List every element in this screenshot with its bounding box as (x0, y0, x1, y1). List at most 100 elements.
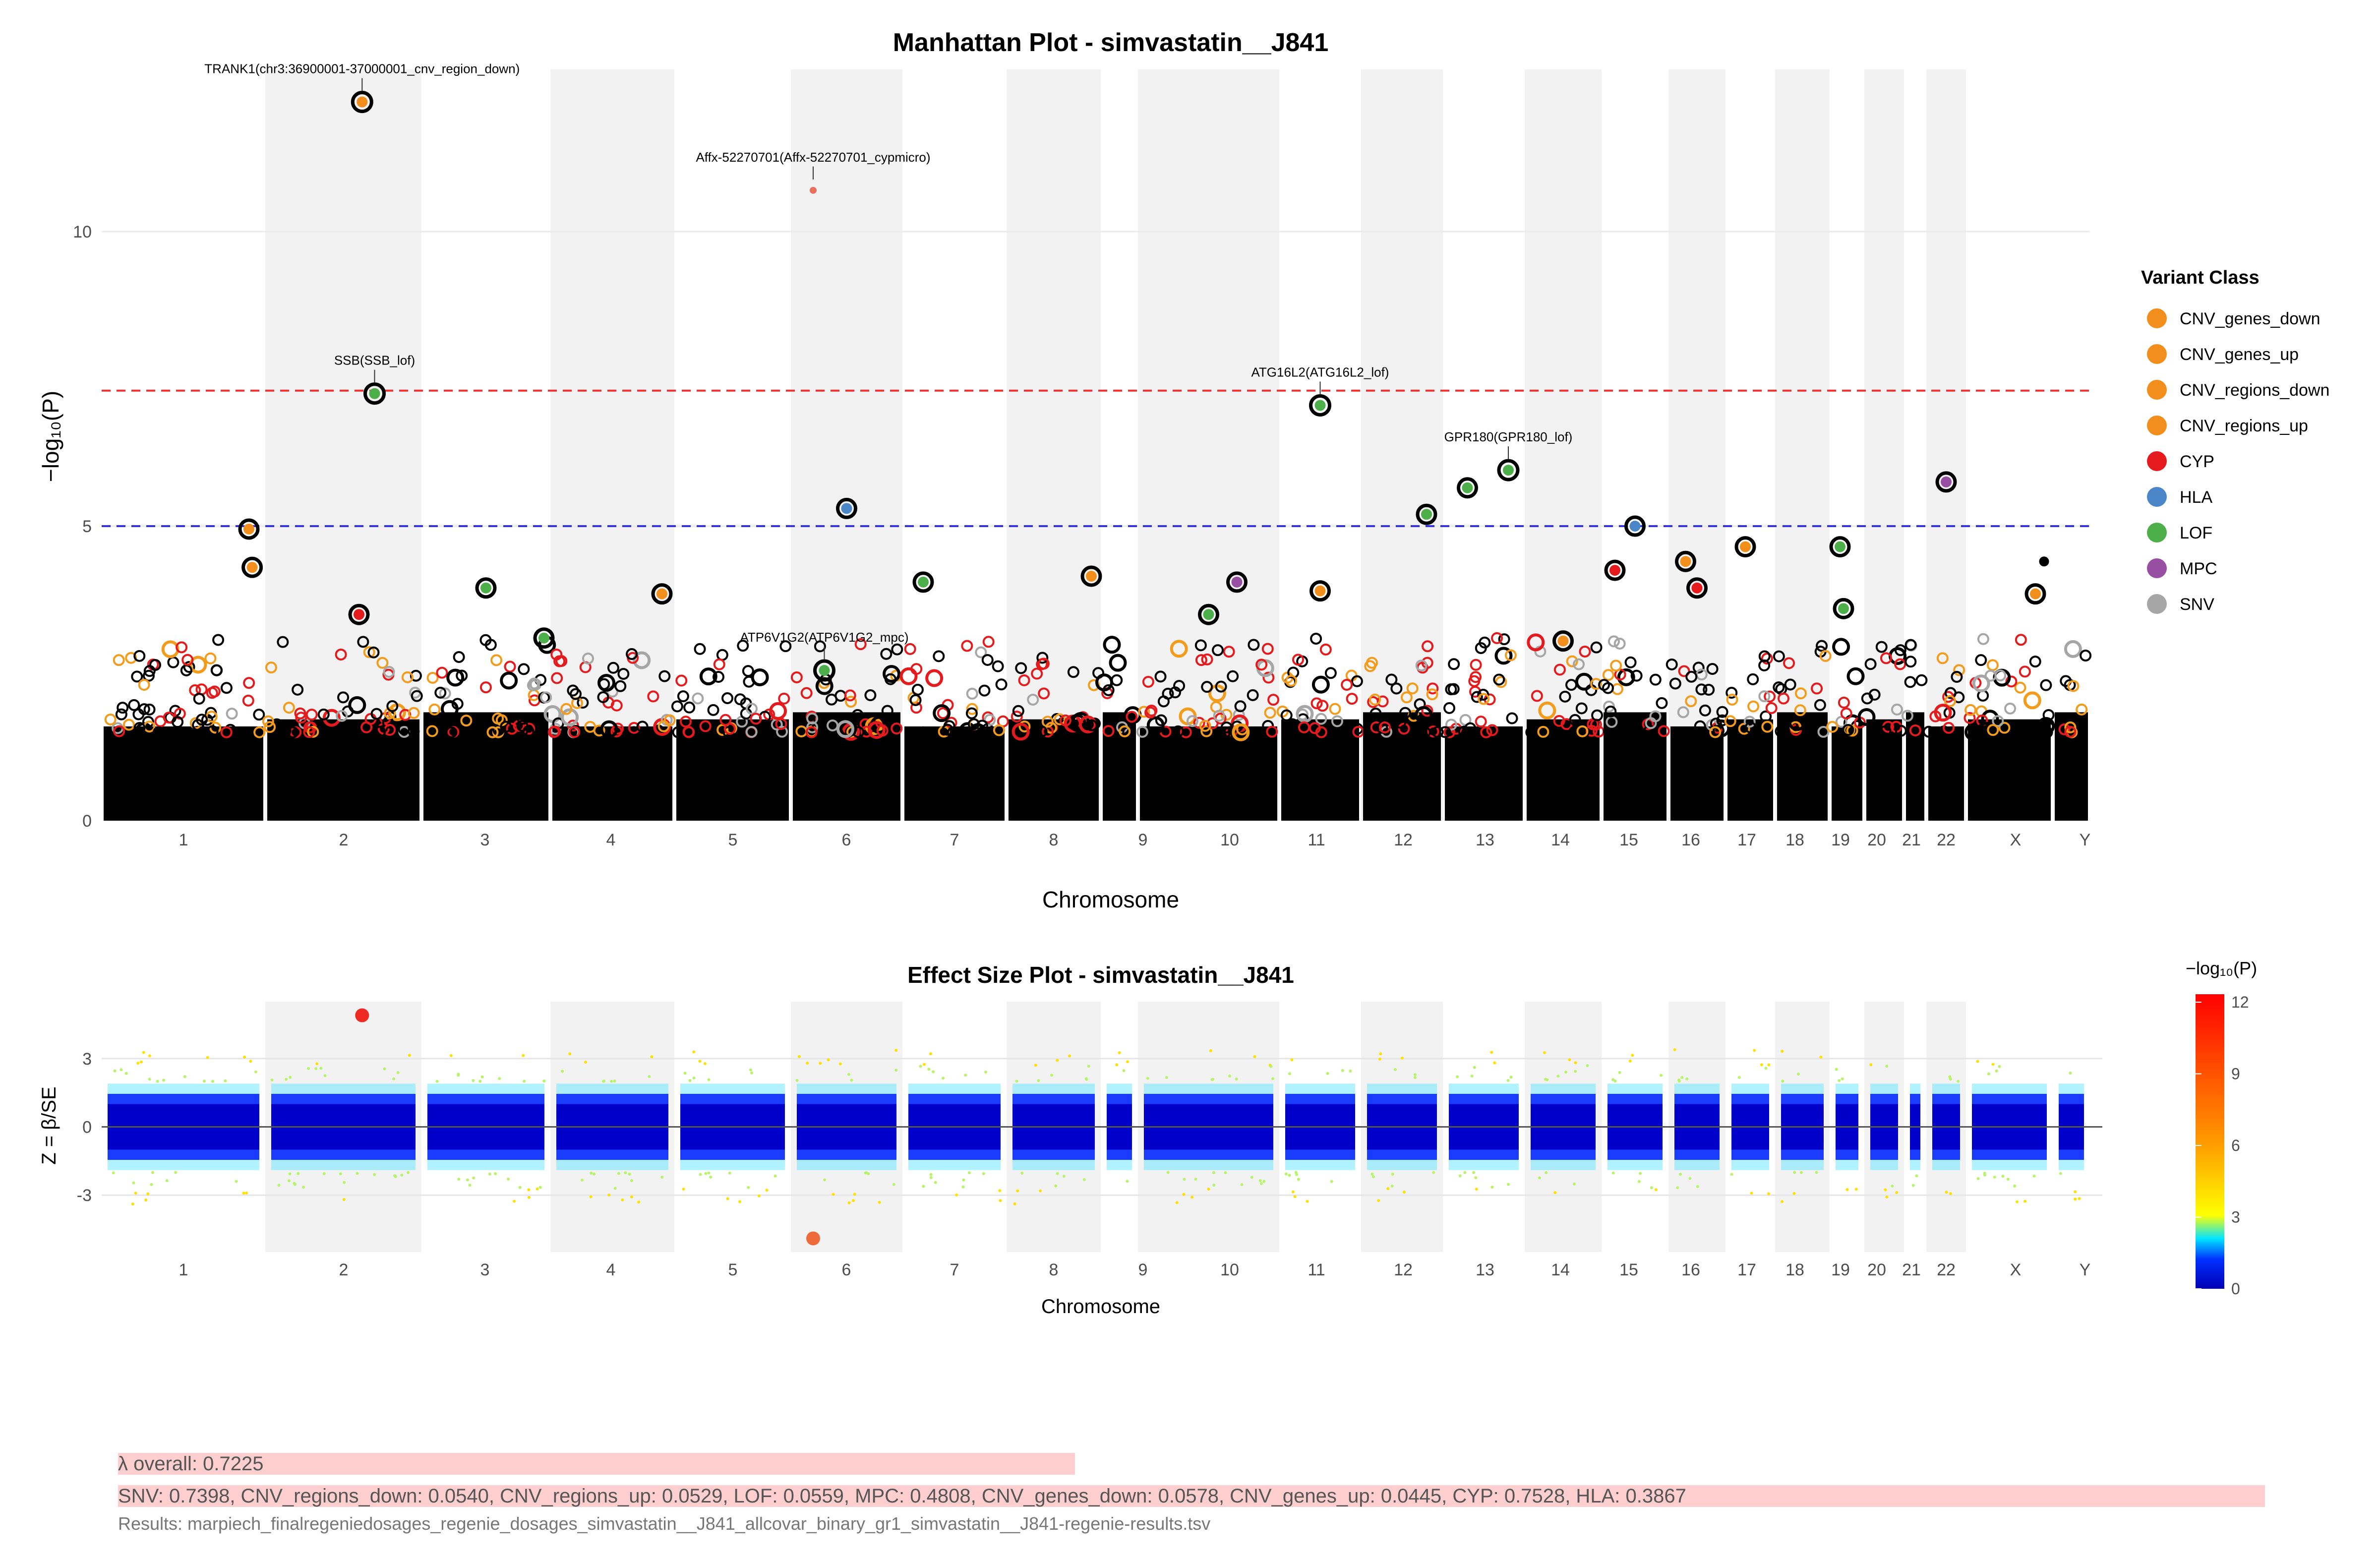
manhattan-point (1613, 719, 1632, 737)
effect-point (1386, 1187, 1390, 1191)
effect-point (1781, 1080, 1785, 1083)
manhattan-point (1261, 643, 1274, 655)
effect-point (1379, 1052, 1382, 1056)
effect-point (1212, 1183, 1216, 1187)
manhattan-point (1078, 715, 1097, 733)
legend-label: MPC (2180, 559, 2217, 578)
effect-point (1991, 1063, 1995, 1066)
manhattan-point (1506, 712, 1518, 724)
effect-point (314, 1067, 318, 1071)
effect-point (396, 1071, 400, 1075)
manhattan-point (1565, 679, 1578, 691)
manhattan-point (2064, 721, 2077, 733)
manhattan-point (1880, 652, 1892, 664)
manhattan-point (143, 703, 156, 716)
effect-point (806, 1061, 809, 1065)
effect-point (797, 1055, 801, 1058)
manhattan-point (2076, 703, 2088, 716)
manhattan-point (1726, 694, 1738, 706)
effect-point (1259, 1182, 1263, 1186)
effect-point (1400, 1056, 1404, 1060)
effect-point (847, 1073, 850, 1076)
manhattan-point (1964, 723, 1983, 741)
legend-swatch (2147, 487, 2167, 507)
effect-point (698, 1060, 702, 1063)
effect-size-title: Effect Size Plot - simvastatin__J841 (907, 962, 1294, 988)
manhattan-point (2064, 725, 2077, 738)
effect-point (1212, 1171, 1215, 1174)
manhattan-point (1783, 657, 1795, 669)
manhattan-point (628, 726, 640, 738)
effect-point (878, 1201, 881, 1204)
top-hit-point (841, 503, 852, 514)
effect-point (1845, 1188, 1849, 1191)
manhattan-point (1575, 702, 1588, 715)
effect-point (224, 1079, 227, 1082)
manhattan-point (1527, 633, 1545, 652)
manhattan-point (904, 643, 916, 655)
manhattan-point (549, 725, 561, 738)
top-hit-ring (912, 571, 934, 593)
manhattan-point (1694, 720, 1706, 732)
effect-point (942, 1077, 945, 1080)
effect-point (494, 1172, 497, 1176)
chromosome-band (1007, 69, 1101, 821)
manhattan-point (193, 692, 205, 705)
manhattan-point (854, 638, 867, 651)
effect-point (1564, 1071, 1567, 1074)
manhattan-point (1255, 659, 1268, 671)
effect-point (1056, 1059, 1059, 1062)
effect-point (1470, 1075, 1474, 1078)
manhattan-point (1709, 726, 1722, 738)
manhattan-point (1904, 656, 1917, 668)
manhattan-point (1861, 692, 1873, 705)
manhattan-point (1879, 725, 1892, 737)
x-tick-label: 17 (1737, 831, 1756, 849)
top-hit-point (1941, 476, 1952, 487)
effect-point (703, 1062, 707, 1065)
manhattan-point (982, 636, 995, 648)
manhattan-point (1573, 658, 1585, 670)
manhattan-point (1419, 726, 1431, 738)
effect-point (472, 1079, 475, 1082)
manhattan-point (1376, 695, 1389, 708)
effect-point (1294, 1171, 1298, 1174)
manhattan-point (966, 703, 978, 715)
effect-points (102, 1008, 2102, 1246)
manhattan-point (181, 654, 194, 666)
effect-point (1613, 1080, 1617, 1083)
manhattan-point (1170, 640, 1188, 658)
legend-label: SNV (2180, 595, 2214, 614)
top-hit-point (1557, 635, 1569, 647)
manhattan-point (844, 689, 856, 702)
x-tick-label: 5 (728, 831, 738, 849)
effect-point (211, 1080, 215, 1083)
manhattan-point (1784, 678, 1796, 691)
legend-label: LOF (2180, 524, 2212, 542)
manhattan-point (1814, 699, 1826, 711)
effect-point (2074, 1198, 2077, 1201)
manhattan-point (446, 668, 465, 687)
x-tick-label: 2 (339, 831, 349, 849)
effect-point (1796, 1073, 1800, 1076)
manhattan-point (1846, 667, 1865, 685)
effect-point (1262, 1180, 1266, 1183)
manhattan-point (1173, 680, 1186, 692)
chromosome-band (1668, 69, 1726, 821)
effect-point (203, 1080, 206, 1083)
colorbar-tick-label: 9 (2231, 1065, 2240, 1083)
annotation-label: TRANK1(chr3:36900001-37000001_cnv_region… (204, 61, 520, 76)
manhattan-point (1964, 712, 1976, 724)
manhattan-point (1422, 640, 1434, 653)
effect-point (1413, 1073, 1417, 1077)
effect-point (1224, 1171, 1227, 1174)
effect-point (637, 1201, 641, 1204)
manhattan-point (264, 721, 276, 733)
manhattan-point (1233, 709, 1245, 721)
effect-point (2015, 1200, 2019, 1203)
effect-point (468, 1184, 472, 1187)
manhattan-point (1478, 693, 1490, 705)
top-hit-point (1462, 482, 1473, 493)
effect-point (2074, 1190, 2077, 1194)
effect-point (478, 1080, 482, 1083)
